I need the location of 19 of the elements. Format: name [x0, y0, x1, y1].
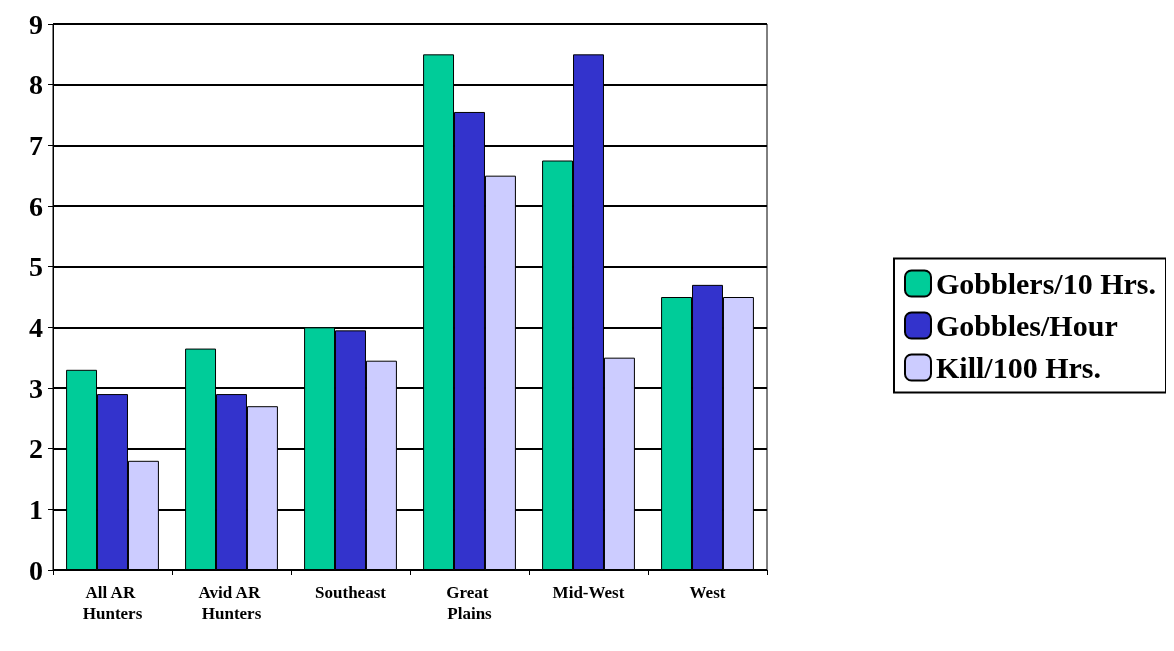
x-tick-label: Southeast: [315, 583, 387, 602]
legend-label: Gobbles/Hour: [936, 309, 1118, 342]
y-tick-label: 6: [29, 190, 43, 222]
y-tick-label: 5: [29, 251, 43, 283]
x-tick-label: Avid AR Hunters: [198, 583, 265, 623]
y-tick-label: 1: [29, 493, 43, 525]
y-tick-label: 0: [29, 554, 43, 586]
y-tick-label: 9: [29, 8, 43, 40]
x-tick-label: West: [689, 583, 726, 602]
y-tick-label: 7: [29, 129, 43, 161]
x-tick-label: Great Plains: [446, 583, 493, 623]
y-tick-label: 3: [29, 372, 43, 404]
legend-label: Kill/100 Hrs.: [936, 351, 1101, 384]
y-tick-label: 4: [29, 311, 43, 343]
y-tick-label: 8: [29, 69, 43, 101]
legend-label: Gobblers/10 Hrs.: [936, 267, 1157, 300]
x-tick-label: All AR Hunters: [82, 583, 143, 623]
y-tick-label: 2: [29, 433, 43, 465]
x-tick-label: Mid-West: [552, 583, 625, 602]
